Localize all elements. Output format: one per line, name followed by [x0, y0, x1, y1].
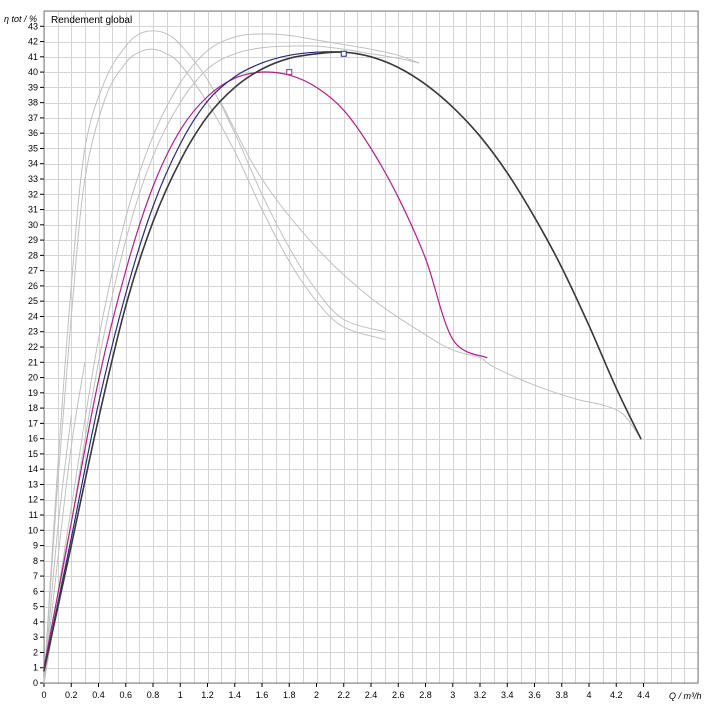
series-line-10	[43, 51, 642, 672]
x-axis-title: Q / m³/h	[669, 691, 702, 701]
y-tick-label: 34	[28, 159, 38, 169]
y-tick-label: 14	[28, 464, 38, 474]
x-tick-label: 0.2	[65, 690, 78, 700]
y-tick-label: 4	[33, 617, 38, 627]
y-tick-label: 15	[28, 449, 38, 459]
x-axis-ticks: 0 0.2 0.4 0.6 0.8 1 1.2 1.4 1.6 1.8 2 2.2 2.4 2.6 2.8 3…	[41, 683, 650, 700]
x-tick-label: 3	[450, 690, 455, 700]
y-tick-label: 1	[33, 663, 38, 673]
x-tick-label: 0.8	[147, 690, 160, 700]
x-tick-label: 2.2	[337, 690, 350, 700]
x-tick-label: 2.4	[365, 690, 378, 700]
y-tick-label: 18	[28, 403, 38, 413]
x-tick-label: 3.2	[474, 690, 487, 700]
operating-point-marker	[340, 50, 347, 57]
x-tick-label: 0.6	[119, 690, 132, 700]
operating-point-marker	[286, 69, 293, 76]
y-tick-label: 0	[33, 678, 38, 688]
y-tick-label: 39	[28, 82, 38, 92]
y-tick-label: 2	[33, 647, 38, 657]
y-tick-label: 9	[33, 541, 38, 551]
y-tick-label: 5	[33, 602, 38, 612]
x-tick-label: 1.6	[256, 690, 269, 700]
chart-title: Rendement global	[51, 15, 132, 26]
x-tick-label: 0.4	[92, 690, 105, 700]
x-tick-label: 2.6	[392, 690, 405, 700]
x-tick-label: 1.8	[283, 690, 296, 700]
x-tick-label: 3.8	[555, 690, 568, 700]
series-line-1	[43, 30, 386, 684]
y-tick-label: 8	[33, 556, 38, 566]
x-tick-label: 1	[178, 690, 183, 700]
x-tick-label: 4.2	[610, 690, 623, 700]
y-tick-label: 3	[33, 632, 38, 642]
x-tick-label: 3.6	[528, 690, 541, 700]
y-tick-label: 13	[28, 479, 38, 489]
y-tick-label: 16	[28, 434, 38, 444]
x-tick-label: 3.4	[501, 690, 514, 700]
y-tick-label: 19	[28, 388, 38, 398]
series-line-3	[43, 33, 420, 684]
x-tick-label: 1.4	[228, 690, 241, 700]
y-tick-label: 32	[28, 189, 38, 199]
y-tick-label: 28	[28, 250, 38, 260]
y-tick-label: 29	[28, 235, 38, 245]
y-tick-label: 17	[28, 418, 38, 428]
y-tick-label: 31	[28, 205, 38, 215]
y-tick-label: 36	[28, 128, 38, 138]
y-axis-title: η tot / %	[4, 14, 37, 24]
x-tick-label: 2	[314, 690, 319, 700]
y-tick-label: 42	[28, 37, 38, 47]
y-tick-label: 33	[28, 174, 38, 184]
y-tick-label: 30	[28, 220, 38, 230]
series-line-5	[220, 102, 642, 440]
y-tick-label: 35	[28, 143, 38, 153]
series-lines	[43, 30, 642, 684]
y-tick-label: 20	[28, 373, 38, 383]
series-line-4	[43, 45, 420, 684]
y-tick-label: 43	[28, 21, 38, 31]
y-axis-ticks: 0123456789101112131415161718192021222324…	[28, 21, 44, 688]
y-tick-label: 6	[33, 586, 38, 596]
x-tick-label: 4.4	[637, 690, 650, 700]
x-tick-label: 0	[41, 690, 46, 700]
y-tick-label: 11	[29, 510, 38, 520]
y-tick-label: 25	[28, 296, 38, 306]
x-tick-label: 4	[586, 690, 591, 700]
y-tick-label: 41	[28, 52, 38, 62]
series-line-7	[43, 361, 86, 684]
y-tick-label: 40	[28, 67, 38, 77]
series-line-8	[43, 71, 488, 669]
y-tick-label: 38	[28, 98, 38, 108]
y-tick-label: 21	[28, 357, 38, 367]
y-tick-label: 37	[28, 113, 38, 123]
x-tick-label: 2.8	[419, 690, 432, 700]
x-tick-label: 1.2	[201, 690, 214, 700]
y-tick-label: 26	[28, 281, 38, 291]
y-tick-label: 12	[28, 495, 38, 505]
y-tick-label: 7	[33, 571, 38, 581]
y-tick-label: 22	[28, 342, 38, 352]
series-line-2	[43, 48, 386, 684]
y-tick-label: 10	[28, 525, 38, 535]
y-tick-label: 24	[28, 311, 38, 321]
grid-lines	[44, 11, 699, 684]
y-tick-label: 23	[28, 327, 38, 337]
y-tick-label: 27	[28, 266, 38, 276]
operating-point-markers	[286, 50, 347, 76]
